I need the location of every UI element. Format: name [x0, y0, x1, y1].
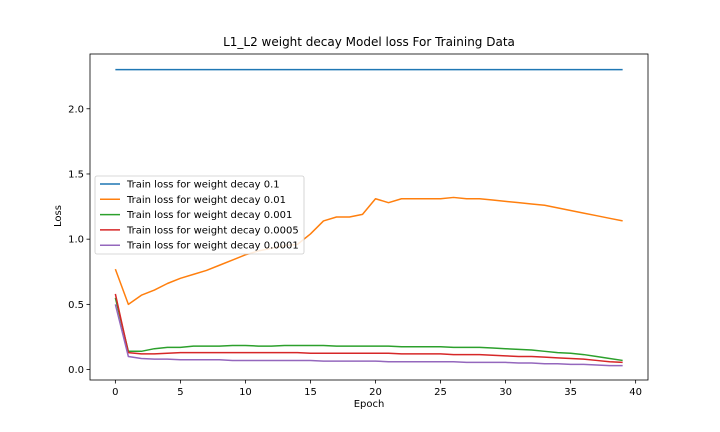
legend-entry: Train loss for weight decay 0.01 — [126, 195, 286, 206]
series-lines — [114, 68, 623, 367]
x-tick-label: 5 — [177, 387, 183, 398]
x-tick-label: 0 — [112, 387, 118, 398]
legend-entry: Train loss for weight decay 0.1 — [126, 180, 280, 191]
x-tick-label: 15 — [304, 387, 317, 398]
legend-box — [94, 175, 305, 255]
legend: Train loss for weight decay 0.1 Train los… — [94, 175, 305, 255]
plot-frame — [89, 53, 649, 381]
x-tick-label: 25 — [434, 387, 447, 398]
legend-entry: Train loss for weight decay 0.0005 — [126, 225, 299, 236]
series-line-5 — [114, 304, 623, 367]
series-line-2 — [114, 196, 623, 306]
x-tick-label: 30 — [499, 387, 512, 398]
series-line-4 — [114, 293, 623, 364]
y-axis-label: Loss — [53, 205, 64, 227]
x-axis-label: Epoch — [354, 399, 385, 410]
y-tick-label: 0.0 — [68, 365, 84, 376]
x-tick-label: 35 — [564, 387, 577, 398]
axes: 0 5 10 15 20 25 30 35 40 0.0 0.5 1.0 1.5 2.0 — [68, 53, 649, 398]
legend-entry: Train loss for weight decay 0.0001 — [126, 241, 299, 252]
chart-title: L1_L2 weight decay Model loss For Traini… — [223, 35, 515, 49]
y-tick-label: 0.5 — [68, 300, 84, 311]
x-tick-label: 10 — [239, 387, 252, 398]
x-tick-label: 20 — [369, 387, 382, 398]
y-tick-label: 2.0 — [68, 104, 84, 115]
x-tick-label: 40 — [629, 387, 642, 398]
y-tick-label: 1.5 — [68, 169, 84, 180]
series-line-3 — [114, 297, 623, 362]
legend-entry: Train loss for weight decay 0.001 — [126, 210, 292, 221]
y-tick-label: 1.0 — [68, 235, 84, 246]
